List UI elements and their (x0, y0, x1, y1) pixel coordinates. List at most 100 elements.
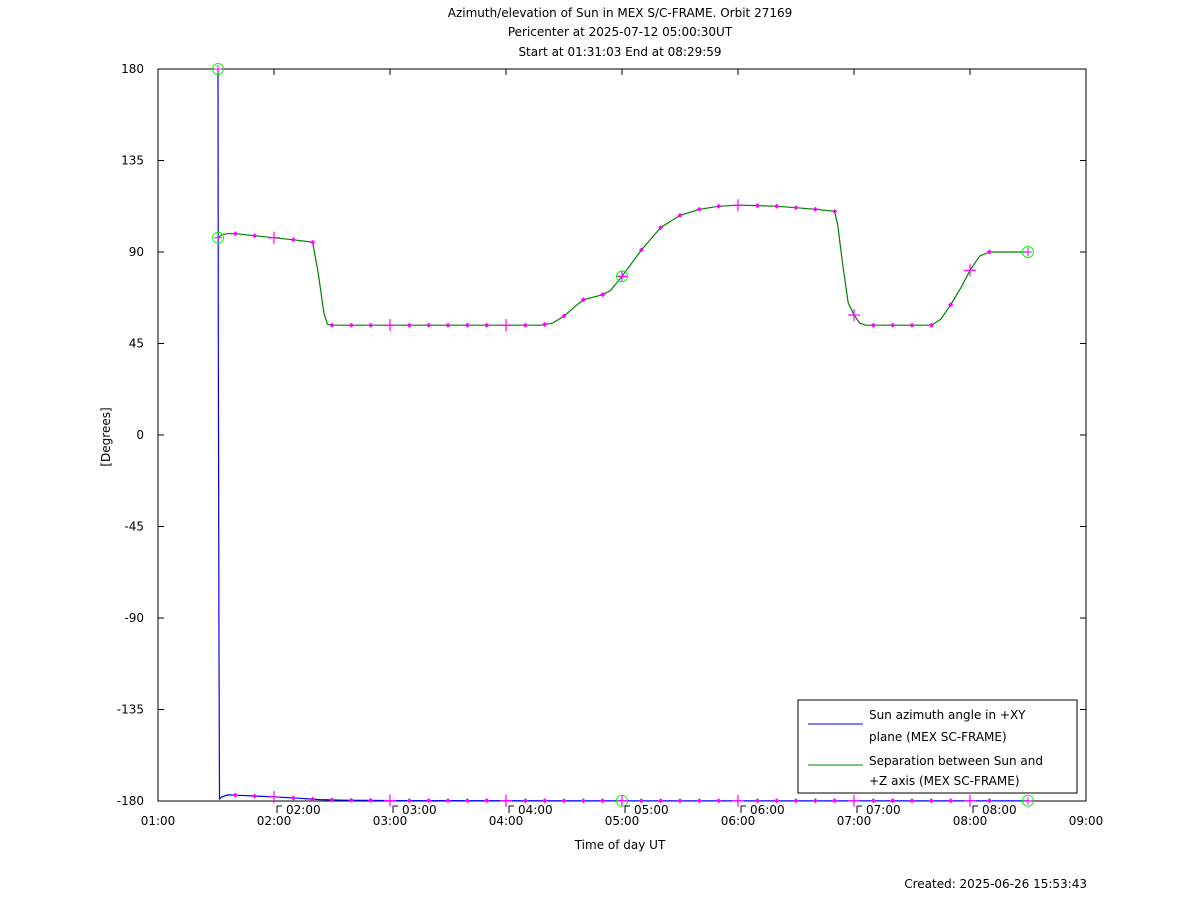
separation-point-marker (909, 322, 915, 328)
marker-time-label: 03:00 (402, 803, 437, 817)
azimuth-event-circle (1021, 794, 1034, 807)
separation-point-marker (329, 322, 335, 328)
x-tick-label: 03:00 (373, 814, 408, 828)
separation-point-marker (290, 237, 296, 243)
chart-title: Azimuth/elevation of Sun in MEX S/C-FRAM… (448, 6, 793, 59)
legend-box (797, 699, 1078, 794)
azimuth-point-marker (774, 798, 780, 804)
data-markers (212, 63, 1034, 807)
azimuth-point-marker (445, 798, 451, 804)
separation-point-marker (638, 247, 644, 253)
legend: Sun azimuth angle in +XY plane (MEX SC-F… (797, 699, 1078, 794)
separation-point-marker (948, 302, 954, 308)
separation-point-marker (580, 297, 586, 303)
azimuth-point-marker (290, 795, 296, 801)
x-tick-label: 09:00 (1069, 814, 1104, 828)
x-tick-label: 04:00 (489, 814, 524, 828)
separation-point-marker (542, 322, 548, 328)
azimuth-point-marker (484, 798, 490, 804)
azimuth-point-marker (928, 798, 934, 804)
azimuth-event-circle (616, 794, 628, 807)
separation-point-marker (793, 205, 799, 211)
y-tick-label: -135 (117, 703, 144, 717)
azimuth-point-marker (406, 798, 412, 804)
y-tick-label: 90 (129, 245, 144, 259)
y-tick-label: -90 (124, 611, 144, 625)
separation-point-marker (677, 212, 683, 218)
x-tick-label: 07:00 (837, 814, 872, 828)
y-tick-label: -45 (124, 520, 144, 534)
azimuth-point-marker (542, 798, 548, 804)
separation-point-marker (522, 322, 528, 328)
marker-time-label: 08:00 (982, 803, 1017, 817)
separation-point-marker (754, 203, 760, 209)
separation-event-circle (616, 270, 628, 283)
y-tick-label: 45 (129, 337, 144, 351)
azimuth-point-marker (870, 798, 876, 804)
separation-event-circle (212, 231, 225, 244)
legend-entry-azimuth-line-2: plane (MEX SC-FRAME) (869, 730, 1007, 744)
azimuth-point-marker (232, 792, 238, 798)
separation-point-marker (464, 322, 470, 328)
separation-point-marker (716, 203, 722, 209)
chart-title-line-2: Pericenter at 2025-07-12 05:00:30UT (508, 25, 733, 39)
azimuth-point-marker (716, 798, 722, 804)
azimuth-point-marker (580, 798, 586, 804)
separation-point-marker (812, 206, 818, 212)
separation-point-marker (426, 322, 432, 328)
azimuth-point-marker (329, 797, 335, 803)
y-axis-label: [Degrees] (99, 407, 113, 466)
y-axis-tick-labels: 180 135 90 45 0 -45 -90 -135 -180 (117, 62, 144, 808)
series-line-separation (217, 204, 1028, 326)
azimuth-point-marker (754, 798, 760, 804)
azimuth-point-marker (696, 798, 702, 804)
separation-point-marker (986, 249, 992, 255)
separation-point-marker (928, 322, 934, 328)
azimuth-point-marker (986, 798, 992, 804)
azimuth-point-marker (368, 797, 374, 803)
legend-entry-azimuth-line-1: Sun azimuth angle in +XY (869, 708, 1026, 722)
azimuth-point-marker (600, 798, 606, 804)
x-tick-label: 08:00 (953, 814, 988, 828)
x-tick-label: 01:00 (141, 814, 176, 828)
axis-ticks (157, 68, 1087, 802)
marker-time-labels: 02:00 03:00 04:00 05:00 06:00 07:00 08:00 (276, 803, 1017, 817)
legend-entry-separation-line-2: +Z axis (MEX SC-FRAME) (869, 774, 1020, 788)
azimuth-point-marker (812, 798, 818, 804)
y-tick-label: 180 (121, 62, 144, 76)
azimuth-point-marker (348, 797, 354, 803)
azimuth-point-marker (793, 798, 799, 804)
legend-entry-separation-line-1: Separation between Sun and (869, 754, 1043, 768)
marker-time-label: 05:00 (634, 803, 669, 817)
x-tick-label: 02:00 (257, 814, 292, 828)
separation-event-circle (1021, 246, 1034, 258)
azimuth-point-marker (832, 798, 838, 804)
x-axis-tick-labels: 01:00 02:00 03:00 04:00 05:00 06:00 07:00 08:00… (141, 814, 1104, 828)
azimuth-point-marker (658, 798, 664, 804)
chart-title-line-1: Azimuth/elevation of Sun in MEX S/C-FRAM… (448, 6, 793, 20)
azimuth-point-marker (464, 798, 470, 804)
separation-point-marker (600, 292, 606, 298)
separation-point-marker (696, 206, 702, 212)
x-axis-label: Time of day UT (574, 838, 666, 852)
marker-time-label: 06:00 (750, 803, 785, 817)
x-tick-label: 06:00 (721, 814, 756, 828)
separation-point-marker (406, 322, 412, 328)
azimuth-point-marker (890, 798, 896, 804)
created-timestamp: Created: 2025-06-26 15:53:43 (904, 877, 1087, 891)
azimuth-point-marker (561, 798, 567, 804)
azimuth-event-circle (212, 63, 225, 75)
separation-point-marker (890, 322, 896, 328)
marker-time-label: 07:00 (866, 803, 901, 817)
y-tick-label: 135 (121, 154, 144, 168)
series-line-azimuth (217, 68, 1028, 802)
azimuth-point-marker (638, 798, 644, 804)
azimuth-point-marker (948, 798, 954, 804)
separation-point-marker (561, 313, 567, 319)
separation-point-marker (774, 203, 780, 209)
separation-point-marker (658, 225, 664, 231)
separation-point-marker (445, 322, 451, 328)
y-tick-label: 0 (136, 428, 144, 442)
separation-point-marker (232, 231, 238, 237)
azimuth-point-marker (677, 798, 683, 804)
